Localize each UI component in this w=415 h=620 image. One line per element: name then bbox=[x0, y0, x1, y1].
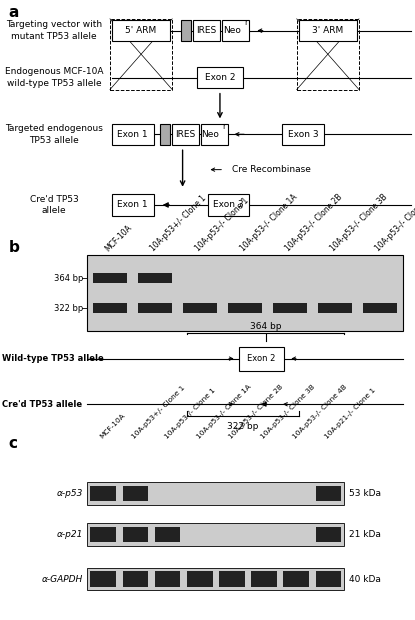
Bar bbox=[228, 303, 262, 313]
Text: b: b bbox=[8, 239, 19, 255]
Bar bbox=[87, 523, 344, 546]
Bar bbox=[297, 19, 359, 89]
Bar bbox=[299, 20, 357, 41]
Bar bbox=[197, 67, 243, 89]
Text: 364 bp: 364 bp bbox=[54, 273, 83, 283]
Text: Neo: Neo bbox=[201, 130, 220, 139]
Text: MCF-10A: MCF-10A bbox=[99, 412, 127, 440]
Text: 322 bp: 322 bp bbox=[227, 422, 259, 431]
Text: 10A-p21-/- Clone 1: 10A-p21-/- Clone 1 bbox=[324, 386, 377, 440]
Text: 10A-p53-/- Clone 1: 10A-p53-/- Clone 1 bbox=[164, 387, 216, 440]
Text: 364 bp: 364 bp bbox=[250, 322, 281, 331]
Text: r: r bbox=[244, 18, 247, 27]
Text: 10A-p53-/- Clone 4B: 10A-p53-/- Clone 4B bbox=[374, 193, 415, 254]
Bar bbox=[112, 20, 170, 41]
Text: 3' ARM: 3' ARM bbox=[312, 26, 344, 35]
Text: Targeted endogenous
TP53 allele: Targeted endogenous TP53 allele bbox=[5, 124, 103, 144]
Bar bbox=[363, 303, 397, 313]
Text: Cre Recombinase: Cre Recombinase bbox=[232, 165, 311, 174]
Bar bbox=[87, 482, 344, 505]
Bar bbox=[87, 255, 403, 331]
Text: 322 bp: 322 bp bbox=[54, 304, 83, 312]
Bar bbox=[90, 526, 116, 542]
Text: Exon 1: Exon 1 bbox=[117, 200, 148, 210]
Text: 10A-p53-/- Clone 1A: 10A-p53-/- Clone 1A bbox=[239, 193, 299, 254]
Text: Exon 3: Exon 3 bbox=[288, 130, 318, 139]
Text: 10A-p53-/- Clone 3B: 10A-p53-/- Clone 3B bbox=[329, 193, 389, 254]
Bar bbox=[181, 20, 191, 41]
Bar bbox=[90, 485, 116, 502]
Text: 5' ARM: 5' ARM bbox=[125, 26, 157, 35]
Text: 53 kDa: 53 kDa bbox=[349, 489, 381, 498]
Bar bbox=[87, 568, 344, 590]
Text: Exon 2: Exon 2 bbox=[205, 73, 235, 82]
Text: 10A-p53+/- Clone 1: 10A-p53+/- Clone 1 bbox=[149, 194, 208, 254]
Bar bbox=[110, 19, 172, 89]
Bar bbox=[239, 347, 284, 371]
Bar bbox=[208, 195, 249, 216]
Text: MCF-10A: MCF-10A bbox=[103, 223, 134, 254]
Bar bbox=[273, 303, 307, 313]
Text: α-p21: α-p21 bbox=[56, 530, 83, 539]
Text: 40 kDa: 40 kDa bbox=[349, 575, 381, 583]
Text: c: c bbox=[8, 436, 17, 451]
Text: Endogenous MCF-10A
wild-type TP53 allele: Endogenous MCF-10A wild-type TP53 allele bbox=[5, 68, 103, 88]
Bar bbox=[251, 571, 277, 587]
Text: Targeting vector with
mutant TP53 allele: Targeting vector with mutant TP53 allele bbox=[6, 20, 102, 41]
Bar bbox=[90, 571, 116, 587]
Bar bbox=[219, 571, 245, 587]
Text: Cre'd TP53
allele: Cre'd TP53 allele bbox=[29, 195, 78, 215]
Text: Wild-type TP53 allele: Wild-type TP53 allele bbox=[2, 354, 104, 363]
Bar bbox=[172, 124, 199, 145]
Bar bbox=[155, 526, 181, 542]
Text: IRES: IRES bbox=[176, 130, 196, 139]
Bar bbox=[93, 273, 127, 283]
Text: a: a bbox=[8, 5, 19, 20]
Bar bbox=[282, 124, 324, 145]
Bar bbox=[112, 195, 154, 216]
Bar bbox=[201, 124, 228, 145]
Text: 21 kDa: 21 kDa bbox=[349, 530, 381, 539]
Bar bbox=[93, 303, 127, 313]
Text: 10A-p53-/- Clone 3B: 10A-p53-/- Clone 3B bbox=[260, 383, 316, 440]
Bar bbox=[222, 20, 249, 41]
Text: 10A-p53-/- Clone 1: 10A-p53-/- Clone 1 bbox=[193, 197, 250, 254]
Bar bbox=[187, 571, 212, 587]
Text: 10A-p53-/- Clone 2B: 10A-p53-/- Clone 2B bbox=[228, 383, 284, 440]
Text: IRES: IRES bbox=[196, 26, 217, 35]
Bar bbox=[112, 124, 154, 145]
Bar bbox=[315, 485, 341, 502]
Bar bbox=[160, 124, 170, 145]
Bar bbox=[318, 303, 352, 313]
Text: Exon 1: Exon 1 bbox=[117, 130, 148, 139]
Text: 10A-p53-/- Clone 4B: 10A-p53-/- Clone 4B bbox=[292, 383, 348, 440]
Bar bbox=[138, 303, 172, 313]
Text: α-GAPDH: α-GAPDH bbox=[42, 575, 83, 583]
Bar bbox=[283, 571, 309, 587]
Text: Exon 2: Exon 2 bbox=[247, 354, 276, 363]
Text: 10A-p53+/- Clone 1: 10A-p53+/- Clone 1 bbox=[131, 384, 187, 440]
Text: Neo: Neo bbox=[223, 26, 242, 35]
Bar bbox=[122, 485, 148, 502]
Bar bbox=[193, 20, 220, 41]
Text: r: r bbox=[222, 122, 226, 131]
Text: 10A-p53-/- Clone 1A: 10A-p53-/- Clone 1A bbox=[195, 383, 252, 440]
Text: 10A-p53-/- Clone 2B: 10A-p53-/- Clone 2B bbox=[283, 193, 344, 254]
Bar bbox=[183, 303, 217, 313]
Text: Exon 3: Exon 3 bbox=[213, 200, 244, 210]
Bar bbox=[315, 526, 341, 542]
Bar bbox=[122, 526, 148, 542]
Bar bbox=[315, 571, 341, 587]
Text: Cre'd TP53 allele: Cre'd TP53 allele bbox=[2, 400, 82, 409]
Bar bbox=[155, 571, 181, 587]
Bar bbox=[122, 571, 148, 587]
Bar bbox=[138, 273, 172, 283]
Text: α-p53: α-p53 bbox=[56, 489, 83, 498]
